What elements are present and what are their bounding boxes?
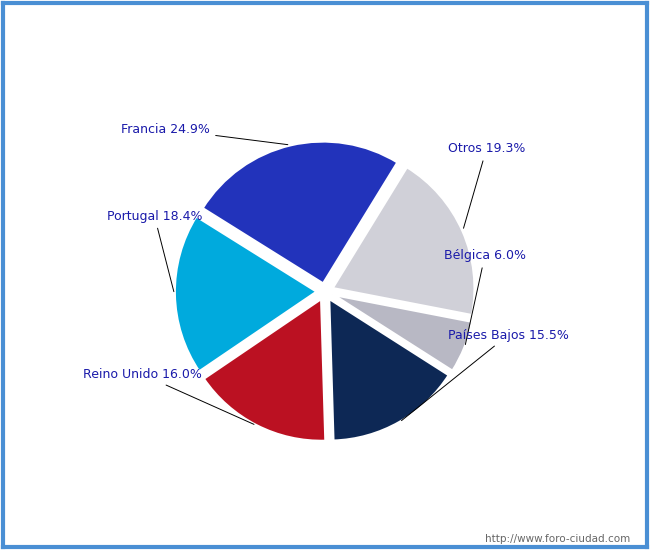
Wedge shape: [174, 216, 317, 372]
Wedge shape: [332, 167, 474, 315]
Text: Portugal 18.4%: Portugal 18.4%: [107, 210, 202, 292]
Text: http://www.foro-ciudad.com: http://www.foro-ciudad.com: [486, 535, 630, 544]
Text: Reino Unido 16.0%: Reino Unido 16.0%: [83, 368, 254, 425]
Wedge shape: [203, 299, 326, 441]
Text: Otros 19.3%: Otros 19.3%: [448, 142, 525, 228]
Wedge shape: [329, 299, 449, 441]
Wedge shape: [202, 141, 398, 284]
Wedge shape: [332, 294, 473, 371]
Text: Francia 24.9%: Francia 24.9%: [122, 123, 288, 145]
Text: Bélgica 6.0%: Bélgica 6.0%: [444, 249, 526, 344]
Text: Países Bajos 15.5%: Países Bajos 15.5%: [402, 328, 569, 421]
Text: Camaleño - Turistas extranjeros según país - Abril de 2024: Camaleño - Turistas extranjeros según pa…: [101, 11, 549, 28]
